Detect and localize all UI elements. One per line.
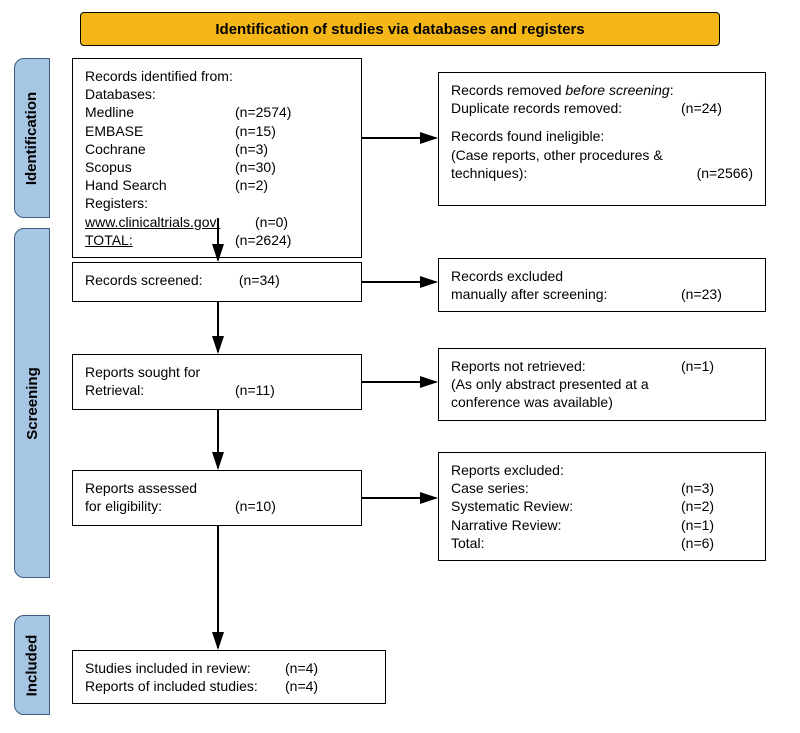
phase-tab-identification: Identification [14, 58, 50, 218]
box-records-screened: Records screened: (n=34) [72, 262, 362, 302]
db-name: Medline [85, 103, 235, 121]
box-records-excluded: Records excluded manually after screenin… [438, 258, 766, 312]
box-records-identified: Records identified from: Databases: Medl… [72, 58, 362, 258]
db-row: Hand Search(n=2) [85, 176, 349, 194]
db-row: Medline(n=2574) [85, 103, 349, 121]
db-n: (n=30) [235, 158, 276, 176]
excl-row: Total:(n=6) [451, 534, 753, 552]
inelig-detail: (Case reports, other procedures & techni… [451, 146, 753, 182]
db-name: EMBASE [85, 122, 235, 140]
excl-row: Systematic Review:(n=2) [451, 497, 753, 515]
excluded-list: Case series:(n=3)Systematic Review:(n=2)… [451, 479, 753, 552]
reg-n: (n=0) [255, 213, 288, 231]
db-name: Hand Search [85, 176, 235, 194]
box-reports-not-retrieved: Reports not retrieved: (n=1) (As only ab… [438, 348, 766, 421]
excl-n: (n=1) [681, 516, 714, 534]
excl-name: Case series: [451, 479, 681, 497]
excl-name: Systematic Review: [451, 497, 681, 515]
excl-name: Narrative Review: [451, 516, 681, 534]
excl-row: Case series:(n=3) [451, 479, 753, 497]
records-identified-intro: Records identified from: [85, 67, 349, 85]
box-records-removed: Records removed before screening: Duplic… [438, 72, 766, 206]
box-reports-excluded: Reports excluded: Case series:(n=3)Syste… [438, 452, 766, 561]
dup-row: Duplicate records removed: (n=24) [451, 99, 753, 117]
db-row: EMBASE(n=15) [85, 122, 349, 140]
phase-tab-included: Included [14, 615, 50, 715]
db-n: (n=3) [235, 140, 268, 158]
total-label: TOTAL: [85, 231, 235, 249]
reg-site: www.clinicaltrials.gov: [85, 213, 255, 231]
reg-header: Registers: [85, 194, 349, 212]
db-list: Medline(n=2574)EMBASE(n=15)Cochrane(n=3)… [85, 103, 349, 194]
inelig-line: Records found ineligible: [451, 127, 753, 145]
db-n: (n=2) [235, 176, 268, 194]
total-row: TOTAL: (n=2624) [85, 231, 349, 249]
phase-tab-screening: Screening [14, 228, 50, 578]
header-title: Identification of studies via databases … [215, 21, 584, 38]
excl-name: Total: [451, 534, 681, 552]
db-row: Scopus(n=30) [85, 158, 349, 176]
header-band: Identification of studies via databases … [80, 12, 720, 46]
excl-n: (n=3) [681, 479, 714, 497]
db-row: Cochrane(n=3) [85, 140, 349, 158]
excl-row: Narrative Review:(n=1) [451, 516, 753, 534]
db-n: (n=15) [235, 122, 276, 140]
removed-line1: Records removed before screening: [451, 81, 753, 99]
total-n: (n=2624) [235, 231, 291, 249]
db-name: Scopus [85, 158, 235, 176]
reg-row: www.clinicaltrials.gov: (n=0) [85, 213, 349, 231]
box-reports-sought: Reports sought for Retrieval: (n=11) [72, 354, 362, 410]
box-reports-assessed: Reports assessed for eligibility: (n=10) [72, 470, 362, 526]
db-name: Cochrane [85, 140, 235, 158]
box-studies-included: Studies included in review: (n=4) Report… [72, 650, 386, 704]
db-header: Databases: [85, 85, 349, 103]
db-n: (n=2574) [235, 103, 291, 121]
excl-n: (n=2) [681, 497, 714, 515]
excl-n: (n=6) [681, 534, 714, 552]
